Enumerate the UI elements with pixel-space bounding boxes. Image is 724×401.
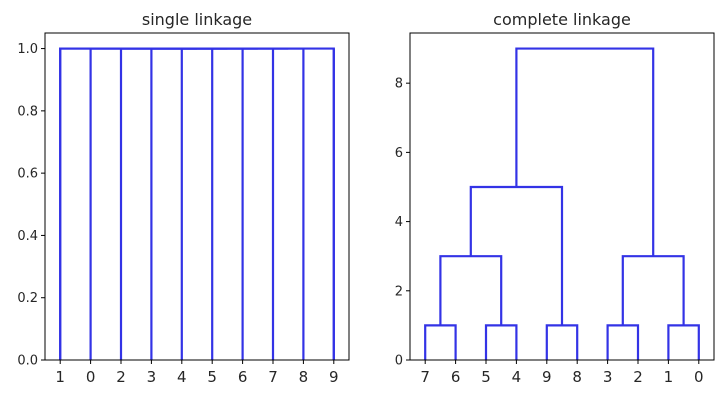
single-linkage-title: single linkage: [142, 10, 252, 29]
single-linkage-y-tick-label-5: 1.0: [17, 42, 38, 57]
single-linkage-link-0: [271, 47, 305, 360]
complete-linkage-leaf-label-4: 9: [542, 368, 552, 386]
single-linkage-leaf-label-3: 3: [147, 368, 157, 386]
single-linkage-links: [59, 47, 335, 360]
single-linkage-leaf-label-4: 4: [177, 368, 187, 386]
single-linkage-y-tick-label-4: 0.8: [17, 104, 38, 119]
complete-linkage-leaf-label-2: 5: [481, 368, 491, 386]
single-linkage-link-9: [59, 47, 335, 360]
complete-linkage-leaf-label-6: 3: [603, 368, 613, 386]
single-linkage-link-1: [241, 47, 289, 360]
complete-linkage-leaf-label-7: 2: [633, 368, 643, 386]
complete-linkage-y-tick-label-3: 6: [395, 146, 403, 161]
complete-linkage-leaf-label-1: 6: [451, 368, 461, 386]
single-linkage-leaf-label-1: 0: [86, 368, 96, 386]
complete-linkage-link-1: [484, 324, 518, 360]
complete-linkage-frame: [409, 32, 715, 361]
complete-linkage-leaf-label-8: 1: [664, 368, 674, 386]
single-linkage-y-tick-label-2: 0.4: [17, 229, 38, 244]
single-linkage-axes: single linkage 0.0 0.2 0.4 0.6 0.8 1.0 1 0 2 3 4 5…: [17, 10, 350, 386]
complete-linkage-y-tick-label-2: 4: [395, 215, 403, 230]
complete-linkage-y-ticks: 0 2 4 6 8: [395, 77, 410, 369]
complete-linkage-axes: complete linkage 0 2 4 6 8 7 6 5 4 9 8 3 2 1 0: [395, 10, 715, 386]
single-linkage-leaf-label-8: 8: [299, 368, 309, 386]
complete-linkage-y-tick-label-0: 0: [395, 354, 403, 369]
single-linkage-x-ticks: 1 0 2 3 4 5 6 7 8 9: [55, 360, 339, 386]
complete-linkage-leaf-label-5: 8: [572, 368, 582, 386]
single-linkage-y-ticks: 0.0 0.2 0.4 0.6 0.8 1.0: [17, 42, 45, 369]
single-linkage-leaf-label-2: 2: [116, 368, 126, 386]
single-linkage-link-4: [150, 47, 243, 360]
complete-linkage-links: [424, 47, 700, 360]
single-linkage-y-tick-label-1: 0.2: [17, 291, 38, 306]
single-linkage-leaf-label-9: 9: [329, 368, 339, 386]
single-linkage-leaf-label-0: 1: [55, 368, 65, 386]
complete-linkage-link-8: [515, 47, 655, 257]
single-linkage-leaf-label-7: 7: [268, 368, 278, 386]
complete-linkage-link-2: [545, 324, 579, 360]
single-linkage-link-7: [59, 47, 197, 360]
complete-linkage-link-3: [606, 324, 640, 360]
complete-linkage-x-ticks: 7 6 5 4 9 8 3 2 1 0: [420, 360, 704, 386]
single-linkage-leaf-label-5: 5: [207, 368, 217, 386]
complete-linkage-link-4: [667, 324, 700, 360]
complete-linkage-title: complete linkage: [493, 10, 631, 29]
complete-linkage-leaf-label-9: 0: [694, 368, 704, 386]
single-linkage-frame: [44, 32, 350, 361]
complete-linkage-leaf-label-3: 4: [512, 368, 522, 386]
single-linkage-link-3: [180, 47, 258, 360]
single-linkage-leaf-label-6: 6: [238, 368, 248, 386]
complete-linkage-leaf-label-0: 7: [420, 368, 430, 386]
complete-linkage-y-tick-label-1: 2: [395, 284, 403, 299]
complete-linkage-link-5: [439, 255, 503, 326]
single-linkage-y-tick-label-0: 0.0: [17, 354, 38, 369]
complete-linkage-link-7: [621, 255, 685, 326]
complete-linkage-link-0: [424, 324, 457, 360]
complete-linkage-y-tick-label-4: 8: [395, 77, 403, 92]
single-linkage-y-tick-label-3: 0.6: [17, 167, 38, 182]
